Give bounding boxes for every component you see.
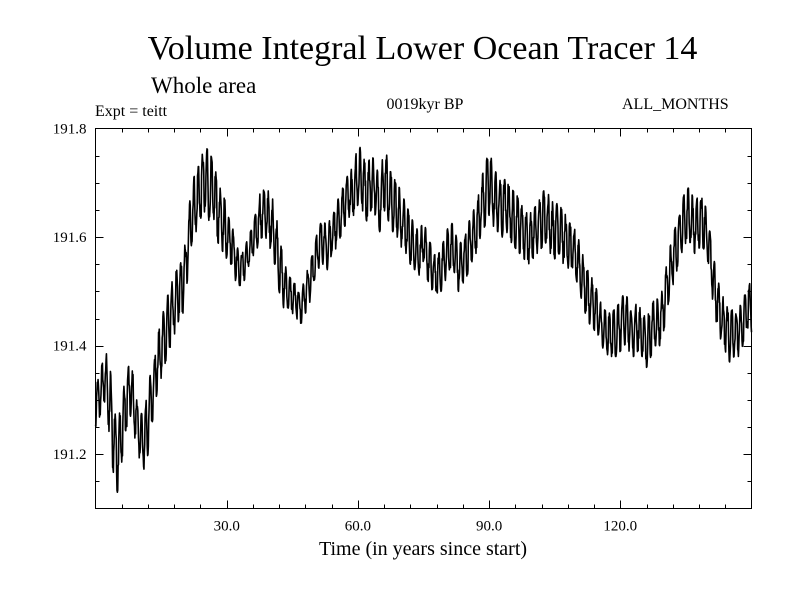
x-tick-label: 120.0 [603, 519, 637, 535]
x-tick-label: 60.0 [345, 519, 371, 535]
y-tick-label: 191.2 [53, 447, 87, 463]
y-tick-label: 191.6 [53, 230, 87, 246]
x-tick-label: 30.0 [214, 519, 240, 535]
tick-labels: 30.0 60.0 90.0 120.0 191.2 191.4 191.6 191.8 [53, 122, 637, 535]
plot-frame [95, 128, 752, 509]
x-tick-label: 90.0 [476, 519, 502, 535]
months-label: ALL_MONTHS [622, 96, 729, 113]
x-axis-label: Time (in years since start) [318, 538, 528, 560]
experiment-label: Expt = teitt [95, 103, 168, 120]
chart-subtitle: Whole area [151, 73, 257, 98]
chart-title: Volume Integral Lower Ocean Tracer 14 [147, 30, 698, 67]
series-layer [94, 146, 753, 494]
y-tick-label: 191.4 [53, 339, 87, 355]
period-label: 0019kyr BP [386, 96, 464, 113]
y-tick-label: 191.8 [53, 122, 87, 138]
series-line [94, 146, 753, 494]
